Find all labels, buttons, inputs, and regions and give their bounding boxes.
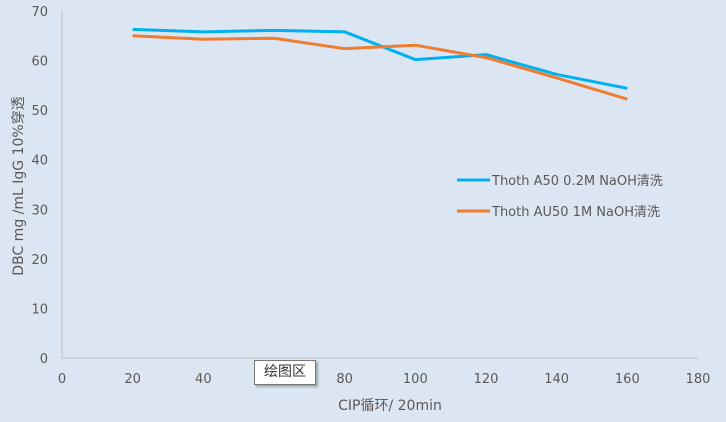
y-tick-label: 20 — [31, 253, 48, 268]
series-line-1 — [132, 34, 628, 101]
y-axis-label: DBC mg /mL IgG 10%穿透 — [11, 96, 27, 275]
y-tick-label: 0 — [40, 352, 48, 367]
x-axis-label: CIP循环/ 20min — [338, 398, 442, 414]
y-tick-label: 50 — [31, 104, 48, 119]
y-tick-label: 40 — [31, 154, 48, 169]
x-tick-label: 100 — [403, 372, 428, 387]
x-tick-label: 160 — [615, 372, 640, 387]
x-tick-label: 80 — [336, 372, 353, 387]
legend-label: Thoth A50 0.2M NaOH清洗 — [491, 174, 663, 189]
plot-area-tooltip: 绘图区 — [254, 360, 316, 385]
x-tick-label: 180 — [686, 372, 711, 387]
y-tick-label: 30 — [31, 203, 48, 218]
y-tick-label: 60 — [31, 55, 48, 70]
x-tick-label: 40 — [195, 372, 212, 387]
x-tick-label: 20 — [124, 372, 141, 387]
x-tick-label: 120 — [474, 372, 499, 387]
x-tick-label: 140 — [544, 372, 569, 387]
y-tick-label: 70 — [31, 5, 48, 20]
x-tick-label: 0 — [58, 372, 66, 387]
y-tick-label: 10 — [31, 302, 48, 317]
legend-label: Thoth AU50 1M NaOH清洗 — [491, 205, 660, 220]
